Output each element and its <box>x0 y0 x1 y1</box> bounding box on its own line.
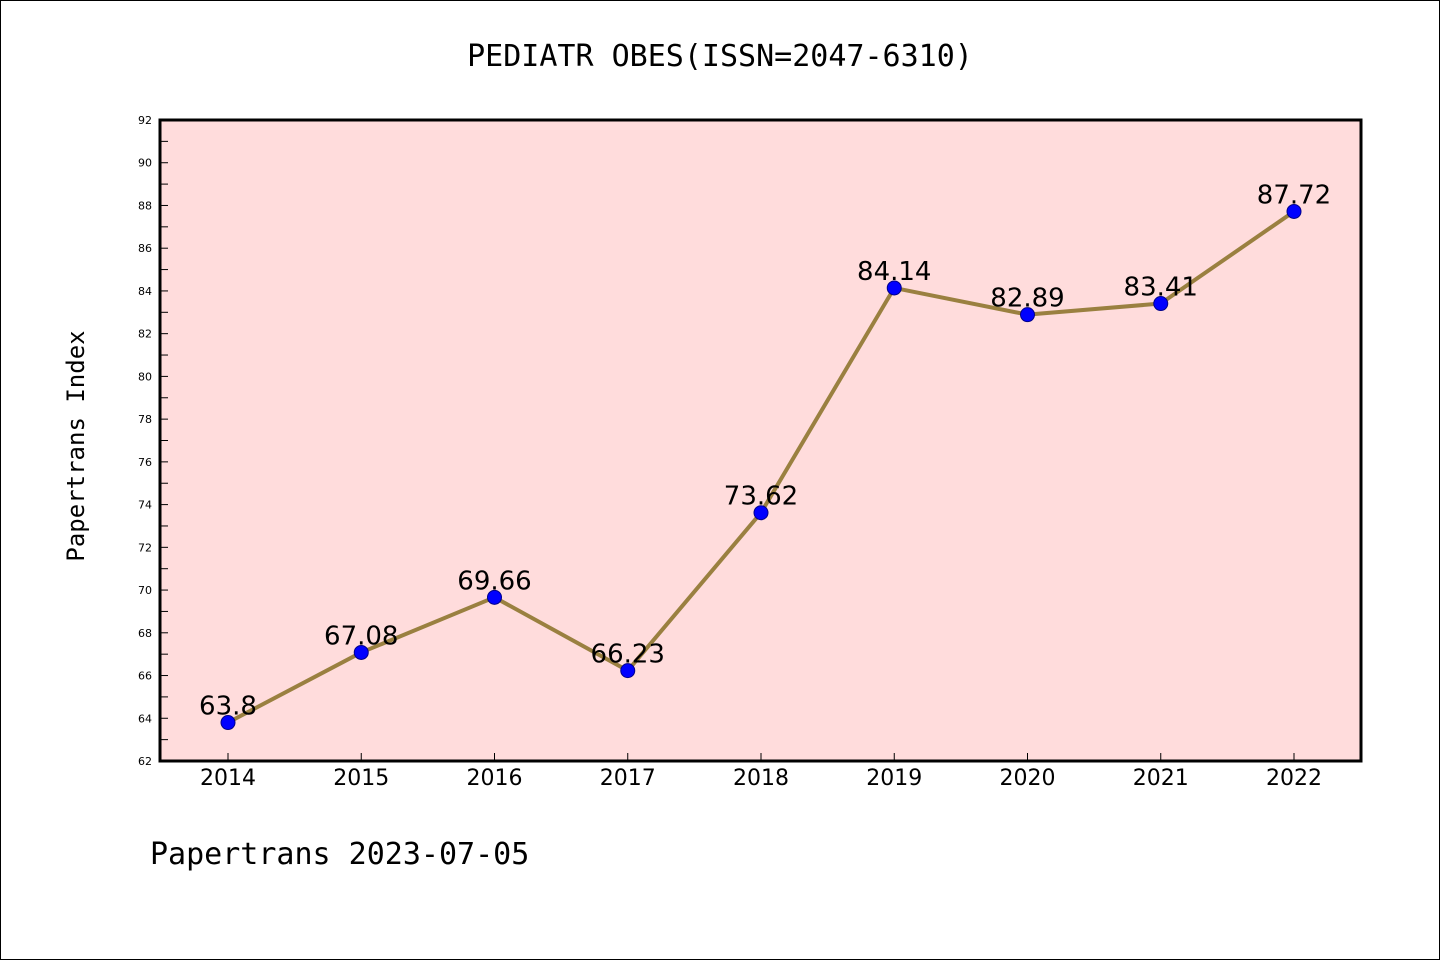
x-tick-label: 2019 <box>866 766 922 791</box>
x-axis: 2014 2015 2016 2017 2018 2019 2020 2021 2022 <box>200 753 1322 791</box>
plot-border <box>158 118 1363 763</box>
y-tick-label: 86 <box>138 242 152 255</box>
y-tick-label: 76 <box>138 456 152 469</box>
y-tick-label: 92 <box>138 114 152 127</box>
data-point <box>886 280 902 296</box>
x-tick-label: 2020 <box>1000 766 1056 791</box>
data-label: 67.08 <box>324 621 398 651</box>
x-tick-label: 2014 <box>200 766 256 791</box>
x-tick-label: 2015 <box>333 766 389 791</box>
data-point <box>487 589 502 605</box>
data-label: 82.89 <box>990 284 1064 314</box>
data-point <box>353 644 369 660</box>
data-label: 69.66 <box>457 566 531 596</box>
data-point <box>1020 307 1035 323</box>
x-tick-label: 2022 <box>1266 766 1322 791</box>
data-point <box>220 715 236 731</box>
x-tick-label: 2016 <box>467 766 523 791</box>
y-axis: 62 64 66 68 70 72 74 76 78 80 82 84 86 88 90 92 <box>138 114 168 768</box>
y-tick-label: 68 <box>138 627 152 640</box>
data-label: 63.8 <box>199 692 257 722</box>
data-label: 87.72 <box>1257 180 1331 210</box>
y-tick-label: 78 <box>138 413 152 426</box>
data-point <box>1286 203 1302 219</box>
footer-text: Papertrans 2023-07-05 <box>150 837 529 872</box>
data-label: 73.62 <box>724 482 798 512</box>
x-tick-label: 2021 <box>1133 766 1189 791</box>
y-tick-label: 74 <box>138 499 152 512</box>
y-tick-label: 66 <box>138 670 152 683</box>
data-point <box>1153 296 1169 312</box>
y-tick-label: 70 <box>138 584 152 597</box>
data-label: 83.41 <box>1124 273 1198 303</box>
x-tick-label: 2017 <box>600 766 656 791</box>
x-tick-label: 2018 <box>733 766 789 791</box>
y-tick-label: 82 <box>138 328 152 341</box>
y-tick-label: 72 <box>138 541 152 554</box>
y-axis-label: Papertrans Index <box>62 330 90 561</box>
y-tick-label: 88 <box>138 199 152 212</box>
data-point <box>753 505 769 521</box>
y-tick-label: 84 <box>138 285 152 298</box>
chart-title: PEDIATR OBES(ISSN=2047-6310) <box>467 39 973 74</box>
y-tick-label: 90 <box>138 157 152 170</box>
data-point <box>620 663 636 679</box>
y-tick-label: 62 <box>138 755 152 768</box>
data-label: 66.23 <box>591 640 665 670</box>
series-markers <box>220 203 1302 731</box>
data-labels: 63.8 67.08 69.66 66.23 73.62 84.14 82.89 83.41 8… <box>199 180 1331 721</box>
y-tick-label: 80 <box>138 370 152 383</box>
data-label: 84.14 <box>857 257 931 287</box>
y-tick-label: 64 <box>138 712 152 725</box>
